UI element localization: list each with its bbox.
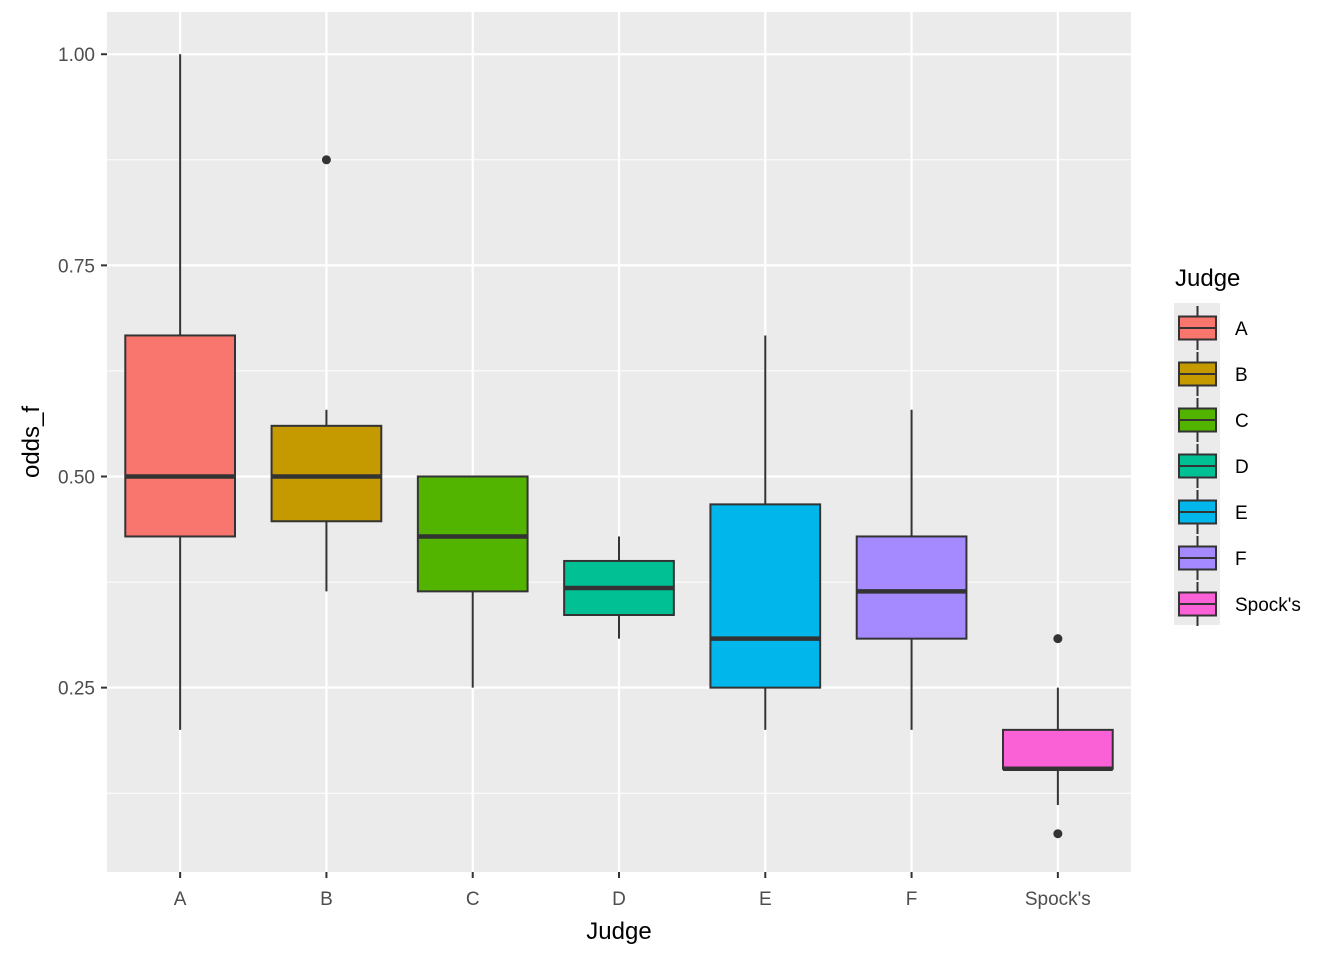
x-tick-label: F <box>906 889 918 910</box>
y-tick-label: 0.50 <box>58 467 95 488</box>
outlier-point <box>1053 634 1063 644</box>
box-d <box>563 536 675 639</box>
box-c <box>416 475 529 688</box>
box-spocks <box>1002 634 1114 839</box>
y-tick-label: 0.25 <box>58 679 95 700</box>
box-f <box>855 409 968 730</box>
legend-item: D <box>1178 444 1249 488</box>
legend-item: F <box>1178 536 1247 580</box>
legend-label: B <box>1235 365 1248 386</box>
legend-label: Spock's <box>1235 595 1301 616</box>
outlier-point <box>321 155 331 165</box>
y-axis: 0.25 0.50 0.75 1.00 <box>58 45 107 700</box>
legend-label: C <box>1235 411 1249 432</box>
legend-item: C <box>1178 398 1249 442</box>
x-tick-label: D <box>612 889 626 910</box>
y-tick-label: 1.00 <box>58 45 95 66</box>
box-e <box>709 335 822 730</box>
x-tick-label: E <box>759 889 772 910</box>
legend-label: F <box>1235 549 1247 570</box>
boxes-layer <box>124 54 1114 839</box>
x-axis: A B C D E F Spock's <box>174 872 1091 910</box>
box-body <box>1002 728 1114 770</box>
x-tick-label: C <box>466 889 480 910</box>
legend-title: Judge <box>1175 265 1240 292</box>
legend-item: E <box>1178 490 1248 534</box>
box-body <box>124 334 236 538</box>
box-body <box>270 424 383 523</box>
legend-item: Spock's <box>1178 582 1301 626</box>
y-tick-label: 0.75 <box>58 256 95 277</box>
box-b <box>270 155 383 592</box>
box-body <box>855 535 968 640</box>
box-body <box>709 503 822 689</box>
legend-item: B <box>1178 352 1248 396</box>
legend-label: E <box>1235 503 1248 524</box>
legend-label: D <box>1235 457 1249 478</box>
x-tick-label: A <box>174 889 187 910</box>
box-body <box>416 475 529 593</box>
legend-item: A <box>1178 306 1248 350</box>
x-tick-label: Spock's <box>1025 889 1091 910</box>
x-tick-label: B <box>320 889 333 910</box>
legend-label: A <box>1235 319 1248 340</box>
x-axis-title: Judge <box>586 918 651 945</box>
y-axis-title: odds_f <box>18 406 45 478</box>
legend: Judge A B C D E F Spock's <box>1174 265 1301 626</box>
box-a <box>124 54 236 730</box>
outlier-point <box>1053 829 1063 839</box>
